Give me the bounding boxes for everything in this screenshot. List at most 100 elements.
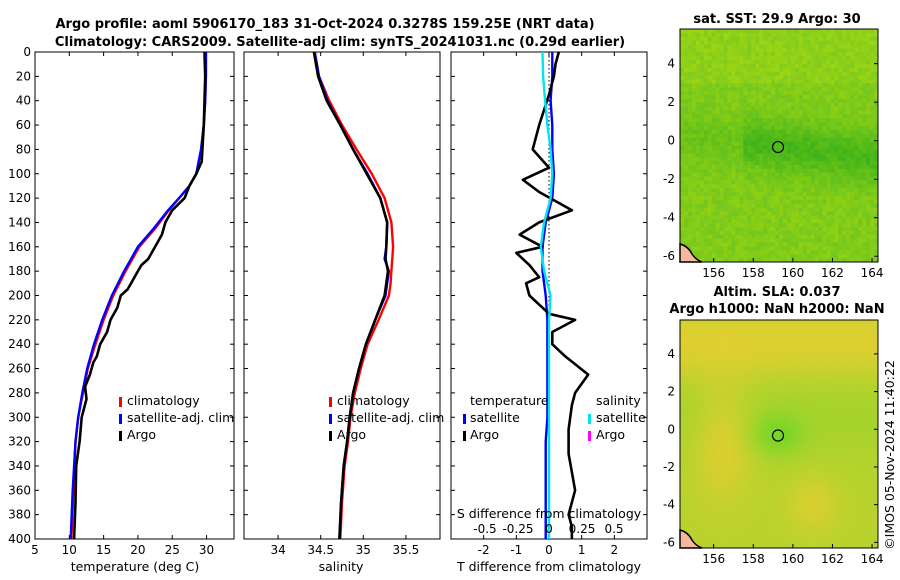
map-cell <box>759 434 764 439</box>
map-cell <box>775 141 780 146</box>
map-cell <box>838 441 843 446</box>
map-cell <box>680 192 685 197</box>
map-cell <box>830 441 835 446</box>
map-cell <box>743 44 748 49</box>
map-cell <box>775 36 780 42</box>
map-cell <box>826 399 831 404</box>
map-cell <box>731 323 736 328</box>
map-cell <box>703 342 709 347</box>
map-cell <box>771 437 776 442</box>
map-cell <box>731 238 736 243</box>
map-cell <box>755 106 760 111</box>
map-cell <box>802 242 808 247</box>
map-cell <box>822 407 827 412</box>
map-cell <box>735 184 740 189</box>
map-cell <box>703 29 709 34</box>
map-cell <box>790 346 796 351</box>
map-cell <box>723 331 728 336</box>
map-cell <box>731 168 736 174</box>
map-cell <box>838 392 843 397</box>
map-cell <box>854 157 859 162</box>
map-cell <box>695 133 701 139</box>
map-cell <box>862 441 867 446</box>
map-cell <box>755 434 760 439</box>
map-cell <box>814 32 819 38</box>
map-cell <box>830 411 835 416</box>
map-cell <box>727 172 732 177</box>
map-cell <box>727 377 732 382</box>
map-cell <box>699 32 705 38</box>
map-cell <box>755 323 760 328</box>
map-cell <box>723 407 728 412</box>
map-cell <box>695 327 701 332</box>
map-cell <box>790 36 796 42</box>
map-cell <box>854 415 859 420</box>
map-cell <box>743 380 748 385</box>
map-cell <box>775 238 780 243</box>
map-cell <box>834 29 839 34</box>
map-cell <box>798 320 804 325</box>
map-cell <box>790 207 796 212</box>
map-cell <box>739 60 744 65</box>
map-cell <box>759 126 764 131</box>
map-cell <box>731 415 736 420</box>
map-cell <box>771 234 776 240</box>
map-cell <box>680 118 685 123</box>
map-cell <box>715 149 720 154</box>
map-cell <box>687 141 693 146</box>
map-cell <box>723 219 728 224</box>
map-cell <box>739 114 744 119</box>
map-cell <box>822 29 827 34</box>
map-cell <box>834 430 839 435</box>
map-cell <box>687 95 693 100</box>
map-cell <box>763 133 768 139</box>
map-cell <box>846 227 851 232</box>
map-cell <box>802 199 808 205</box>
map-cell <box>846 399 851 404</box>
map-cell <box>723 188 728 193</box>
map-cell <box>806 441 812 446</box>
map-cell <box>739 215 744 220</box>
map-cell <box>735 195 740 201</box>
map-cell <box>854 418 859 423</box>
map-cell <box>818 354 823 359</box>
ytick-label: 160 <box>8 240 31 254</box>
map-cell <box>779 118 784 123</box>
map-cell <box>775 354 780 359</box>
map-cell <box>723 369 728 374</box>
map-cell <box>866 79 871 84</box>
map-cell <box>830 399 835 404</box>
map-cell <box>794 129 800 135</box>
map-cell <box>763 32 768 38</box>
map-cell <box>850 250 855 255</box>
map-cell <box>751 161 756 166</box>
map-cell <box>814 361 819 366</box>
map-cell <box>695 219 701 224</box>
map-cell <box>779 98 784 104</box>
map-cell <box>818 195 823 201</box>
map-cell <box>834 426 839 431</box>
map-cell <box>731 242 736 247</box>
map-cell <box>786 129 792 135</box>
map-cell <box>858 79 863 84</box>
map-cell <box>699 95 705 100</box>
map-cell <box>755 426 760 431</box>
map-cell <box>775 335 780 340</box>
map-cell <box>743 60 748 65</box>
map-cell <box>691 122 697 127</box>
map-cell <box>743 67 748 73</box>
map-cell <box>802 320 808 325</box>
map-cell <box>794 141 800 146</box>
map-cell <box>727 71 732 76</box>
map-cell <box>822 320 827 325</box>
map-cell <box>802 172 808 177</box>
map-cell <box>814 246 819 251</box>
map-cell <box>719 192 724 197</box>
map-cell <box>695 373 701 378</box>
map-cell <box>822 369 827 374</box>
map-cell <box>874 430 879 435</box>
map-cell <box>842 79 847 84</box>
map-cell <box>858 164 863 170</box>
map-cell <box>838 188 843 193</box>
map-cell <box>854 56 859 61</box>
